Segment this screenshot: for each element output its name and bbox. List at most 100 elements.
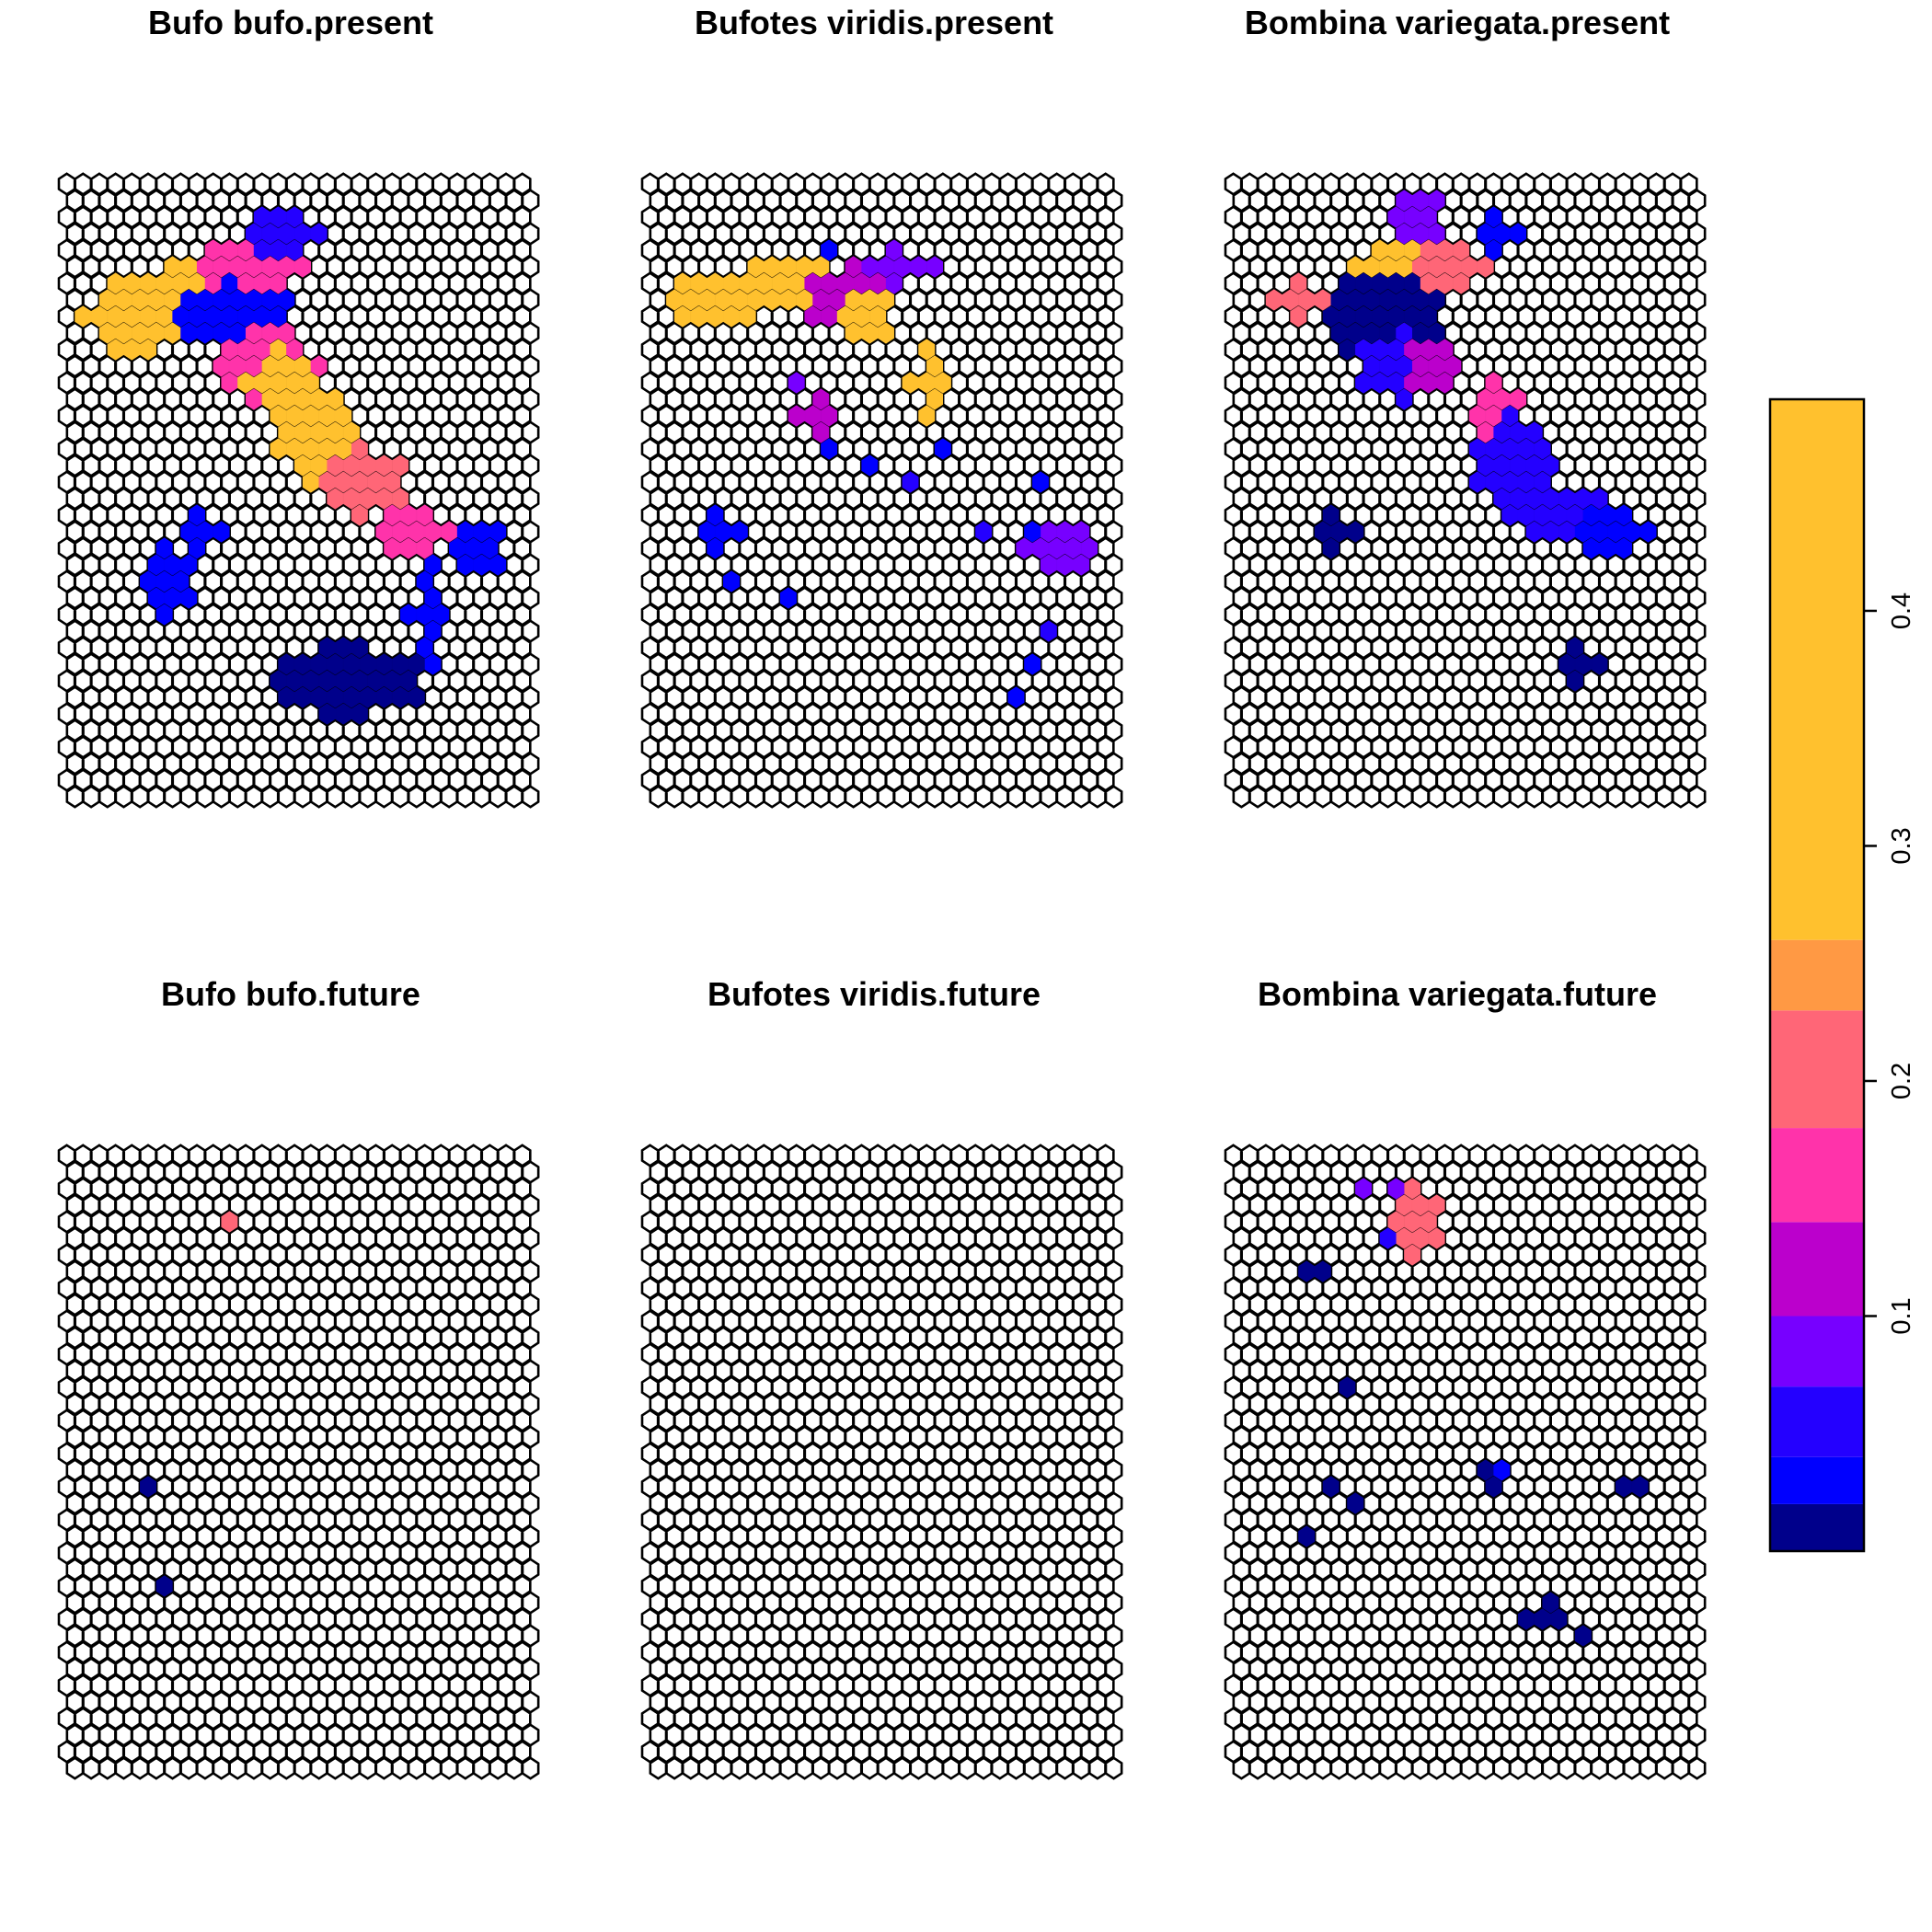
hex-cell <box>424 521 442 543</box>
hex-cell <box>221 239 238 261</box>
hex-cell <box>1379 289 1397 311</box>
hex-cell <box>204 305 222 328</box>
hex-cell <box>1525 521 1543 543</box>
hex-cell <box>1436 272 1454 294</box>
hex-cell <box>302 405 319 427</box>
hex-cell <box>804 405 822 427</box>
hex-cell <box>926 355 944 377</box>
hex-cell <box>278 686 295 708</box>
panel-title: Bufo bufo.future <box>161 975 420 1013</box>
hex-cell <box>286 670 304 692</box>
hex-cell <box>1639 521 1657 543</box>
hex-cell <box>253 239 270 261</box>
hex-cell <box>1379 322 1397 344</box>
hex-cell <box>367 670 385 692</box>
hex-cell <box>1387 305 1405 328</box>
hex-cell <box>310 388 328 410</box>
hex-cell <box>335 670 352 692</box>
hex-cell <box>1501 405 1519 427</box>
hex-cell <box>327 488 344 510</box>
hex-cell <box>764 256 781 278</box>
hex-cell <box>294 388 311 410</box>
hex-cell <box>918 339 936 361</box>
hex-cell <box>180 587 198 609</box>
hex-cell <box>1420 339 1437 361</box>
hex-cell <box>926 388 944 410</box>
hex-cell <box>408 686 425 708</box>
hex-cell <box>821 305 838 328</box>
hex-cell <box>1436 239 1454 261</box>
hex-cell <box>1453 239 1470 261</box>
hex-cell <box>375 686 393 708</box>
hex-cell <box>1411 223 1429 245</box>
hex-cell <box>278 388 295 410</box>
hex-cell <box>698 289 716 311</box>
hex-cell <box>147 289 165 311</box>
hex-cell <box>934 438 951 460</box>
hex-cell <box>1379 1227 1397 1249</box>
hex-values <box>1265 190 1657 692</box>
hex-cell <box>1379 256 1397 278</box>
hex-cell <box>1477 421 1494 443</box>
hex-cell <box>221 272 238 294</box>
hex-cell <box>1510 454 1527 477</box>
map-panel: Bufotes viridis.future <box>640 975 1123 1780</box>
hex-cell <box>180 289 198 311</box>
hex-cell <box>343 653 361 675</box>
hex-cell <box>1550 504 1568 526</box>
hex-cell <box>1411 1227 1429 1249</box>
hex-cell <box>1428 322 1445 344</box>
hex-cell <box>286 405 304 427</box>
hex-cell <box>286 339 304 361</box>
hex-cell <box>294 355 311 377</box>
hex-cell <box>1468 471 1486 493</box>
hex-cell <box>98 322 116 344</box>
hex-cell <box>310 653 328 675</box>
hex-cell <box>481 537 499 559</box>
hex-cell <box>147 322 165 344</box>
hex-cell <box>1048 537 1065 559</box>
hex-cell <box>1404 206 1421 228</box>
hex-cell <box>1330 322 1348 344</box>
hex-cell <box>902 372 919 394</box>
map-panel: Bufotes viridis.present <box>640 4 1123 809</box>
colorbar-segment <box>1770 399 1864 940</box>
hex-cell <box>910 256 927 278</box>
hex-cell <box>1477 1459 1494 1481</box>
hex-cell <box>673 272 691 294</box>
hex-cell <box>1468 405 1486 427</box>
hex-cell <box>1056 521 1074 543</box>
hex-values <box>666 239 1098 708</box>
panel-title: Bufo bufo.present <box>148 4 433 41</box>
hex-cell <box>1355 1178 1373 1200</box>
hex-cell <box>788 372 805 394</box>
hex-cell <box>926 256 944 278</box>
hex-cell <box>359 454 376 477</box>
hex-cell <box>351 471 368 493</box>
hex-cell <box>318 637 336 659</box>
hex-cell <box>1501 438 1519 460</box>
hex-cell <box>812 256 830 278</box>
hex-cell <box>1436 339 1454 361</box>
hex-cell <box>1477 454 1494 477</box>
hex-cell <box>164 289 181 311</box>
hex-cell <box>1444 256 1462 278</box>
colorbar-segment <box>1770 1222 1864 1317</box>
hex-cell <box>1396 388 1413 410</box>
hex-cell <box>1591 653 1608 675</box>
hex-cell <box>432 604 450 626</box>
colorbar-segment <box>1770 1456 1864 1504</box>
hex-cell <box>1396 223 1413 245</box>
hex-cell <box>140 339 156 361</box>
hex-cell <box>1404 1211 1421 1233</box>
hex-cell <box>1493 421 1511 443</box>
hex-cell <box>1574 653 1592 675</box>
hex-cell <box>351 438 368 460</box>
hex-cell <box>1493 1459 1511 1481</box>
hex-cell <box>1355 305 1373 328</box>
hex-cell <box>821 239 838 261</box>
hex-cell <box>1485 471 1502 493</box>
hex-cell <box>278 223 295 245</box>
hex-cell <box>1525 454 1543 477</box>
